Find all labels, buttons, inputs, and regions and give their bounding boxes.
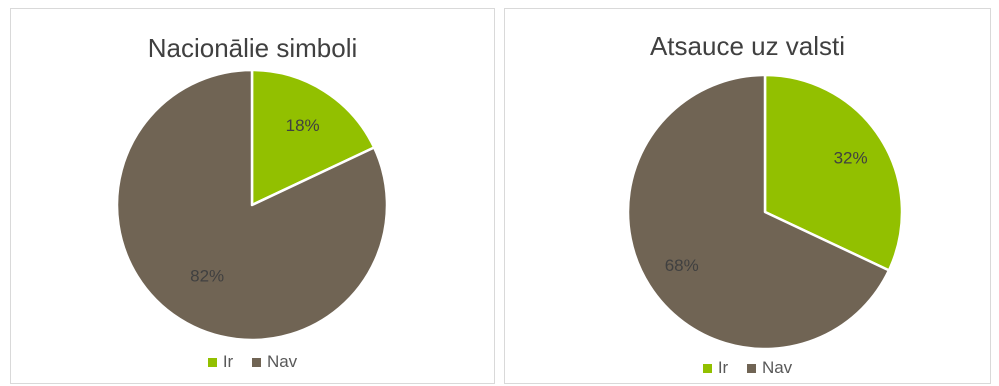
chart-legend: Ir Nav [505,358,990,378]
chart-panel-nacionalie-simboli: Nacionālie simboli 18% 82% Ir Nav [10,8,495,384]
chart-title: Nacionālie simboli [147,33,358,63]
pie-slice-nav [115,68,389,342]
legend-label-nav: Nav [761,358,793,377]
pie-slice-ir [250,68,376,207]
pie-chart-nacionalie-simboli: 18% 82% [115,68,389,342]
data-label-nav: 82% [190,267,224,286]
legend-item-nav: Nav [251,352,298,372]
data-label-nav: 68% [665,256,699,275]
data-label-ir: 32% [834,149,868,168]
pie-slice-nav [626,73,891,351]
legend-label-ir: Ir [222,352,234,371]
legend-swatch-ir [702,364,712,374]
data-label-ir: 18% [286,116,320,135]
chart-title: Atsauce uz valsti [649,31,846,61]
chart-panel-atsauce-uz-valsti: Atsauce uz valsti 32% 68% Ir Nav [504,8,991,384]
legend-label-nav: Nav [266,352,298,371]
legend-swatch-ir [207,358,217,368]
legend-item-nav: Nav [746,358,793,378]
chart-legend: Ir Nav [11,352,494,372]
legend-swatch-nav [251,358,261,368]
legend-item-ir: Ir [702,358,729,378]
legend-label-ir: Ir [717,358,729,377]
pie-slice-ir [763,73,904,272]
legend-swatch-nav [746,364,756,374]
pie-chart-atsauce-uz-valsti: 32% 68% [626,73,904,351]
legend-item-ir: Ir [207,352,234,372]
